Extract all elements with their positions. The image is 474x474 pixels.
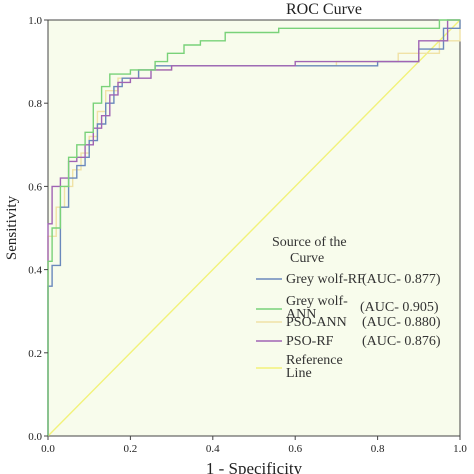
legend: Source of the Curve Grey wolf-RF(AUC- 0.… (256, 235, 441, 381)
series-layer (47, 19, 461, 437)
y-tick-label: 0.4 (28, 265, 42, 277)
x-tick-label: 0.2 (124, 443, 138, 455)
y-tick-label: 0.2 (28, 348, 42, 360)
x-tick-label: 0.8 (371, 443, 385, 455)
x-tick-label: 0.4 (206, 443, 220, 455)
series-line-pso-rf (47, 19, 460, 436)
y-axis-title: Sensitivity (4, 195, 20, 260)
x-axis-title: 1 - Specificity (206, 459, 303, 474)
legend-auc: (AUC- 0.876) (362, 334, 441, 349)
legend-entries: Grey wolf-RF(AUC- 0.877) Grey wolf-ANN (AU… (256, 272, 441, 381)
x-tick-label: 0.6 (288, 443, 302, 455)
legend-label: PSO-ANN (286, 315, 347, 330)
legend-label: Line (286, 366, 312, 381)
y-tick-label: 0.0 (28, 431, 42, 443)
legend-label: Grey wolf-RF (286, 272, 365, 287)
x-tick-label: 1.0 (453, 443, 467, 455)
legend-title-line-2: Curve (290, 251, 324, 266)
y-tick-label: 0.8 (28, 98, 42, 110)
series-line-reference-line (47, 19, 461, 437)
chart-title: ROC Curve (286, 1, 362, 18)
y-tick-label: 0.6 (28, 181, 42, 193)
series-line-pso-ann (47, 20, 461, 436)
legend-label: Reference (286, 353, 343, 368)
legend-title-line-1: Source of the (272, 235, 347, 250)
x-tick-label: 0.0 (41, 443, 55, 455)
legend-label: Grey wolf- (286, 294, 348, 309)
series-line-grey-wolf-ann (47, 19, 460, 436)
legend-auc: (AUC- 0.880) (362, 315, 441, 330)
legend-label: PSO-RF (286, 334, 334, 349)
legend-auc: (AUC- 0.877) (362, 272, 441, 287)
legend-auc: (AUC- 0.905) (360, 300, 439, 315)
legend-label: ANN (286, 307, 316, 322)
ticks-layer: 0.0 0.2 0.4 0.6 0.8 1.0 0.0 0.2 0.4 0.6 0.8 1.0 (28, 15, 467, 455)
y-tick-label: 1.0 (28, 15, 42, 27)
